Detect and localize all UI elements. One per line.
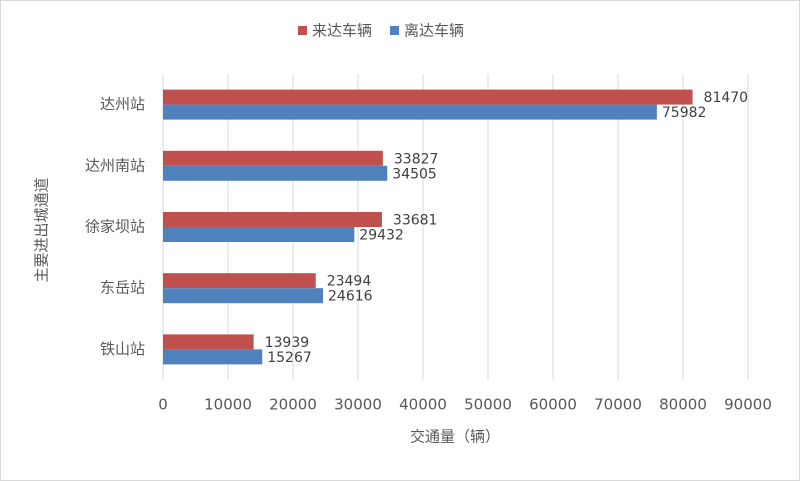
y-tick-label: 铁山站	[100, 340, 145, 358]
legend-label: 离达车辆	[404, 22, 464, 40]
y-tick-label: 徐家坝站	[85, 218, 145, 236]
data-label: 81470	[704, 90, 749, 106]
data-label: 34505	[392, 166, 437, 182]
x-tick-label: 20000	[269, 396, 317, 414]
bar	[163, 349, 263, 365]
bar	[163, 334, 254, 350]
x-tick-label: 60000	[529, 396, 577, 414]
data-label: 33827	[394, 151, 439, 167]
legend-swatch	[298, 26, 307, 35]
y-tick-label: 达州南站	[85, 156, 145, 174]
bar	[163, 150, 383, 166]
x-tick-label: 90000	[724, 396, 772, 414]
data-label: 29432	[359, 228, 404, 244]
x-tick-label: 0	[158, 396, 168, 414]
x-tick-label: 10000	[204, 396, 252, 414]
data-label: 24616	[328, 289, 373, 305]
x-axis-label: 交通量（辆）	[410, 428, 500, 446]
x-tick-label: 50000	[464, 396, 512, 414]
y-axis-label: 主要进出城通道	[33, 177, 51, 282]
bar	[163, 212, 382, 227]
bar	[163, 288, 324, 304]
bar	[163, 227, 355, 242]
data-label: 15267	[267, 350, 312, 366]
y-tick-label: 东岳站	[100, 279, 145, 297]
bar	[163, 104, 657, 120]
x-tick-label: 30000	[334, 396, 382, 414]
data-label: 33681	[393, 213, 438, 229]
legend-swatch	[390, 26, 400, 35]
x-tick-label: 40000	[399, 396, 447, 414]
data-label: 13939	[265, 335, 310, 351]
bar	[163, 273, 316, 289]
bar	[163, 89, 693, 105]
y-tick-label: 达州站	[100, 95, 145, 113]
x-tick-label: 80000	[659, 396, 707, 414]
bar	[163, 165, 388, 181]
x-tick-label: 70000	[594, 396, 642, 414]
data-label: 75982	[662, 105, 707, 121]
legend-label: 来达车辆	[312, 22, 372, 40]
data-label: 23494	[327, 274, 372, 290]
